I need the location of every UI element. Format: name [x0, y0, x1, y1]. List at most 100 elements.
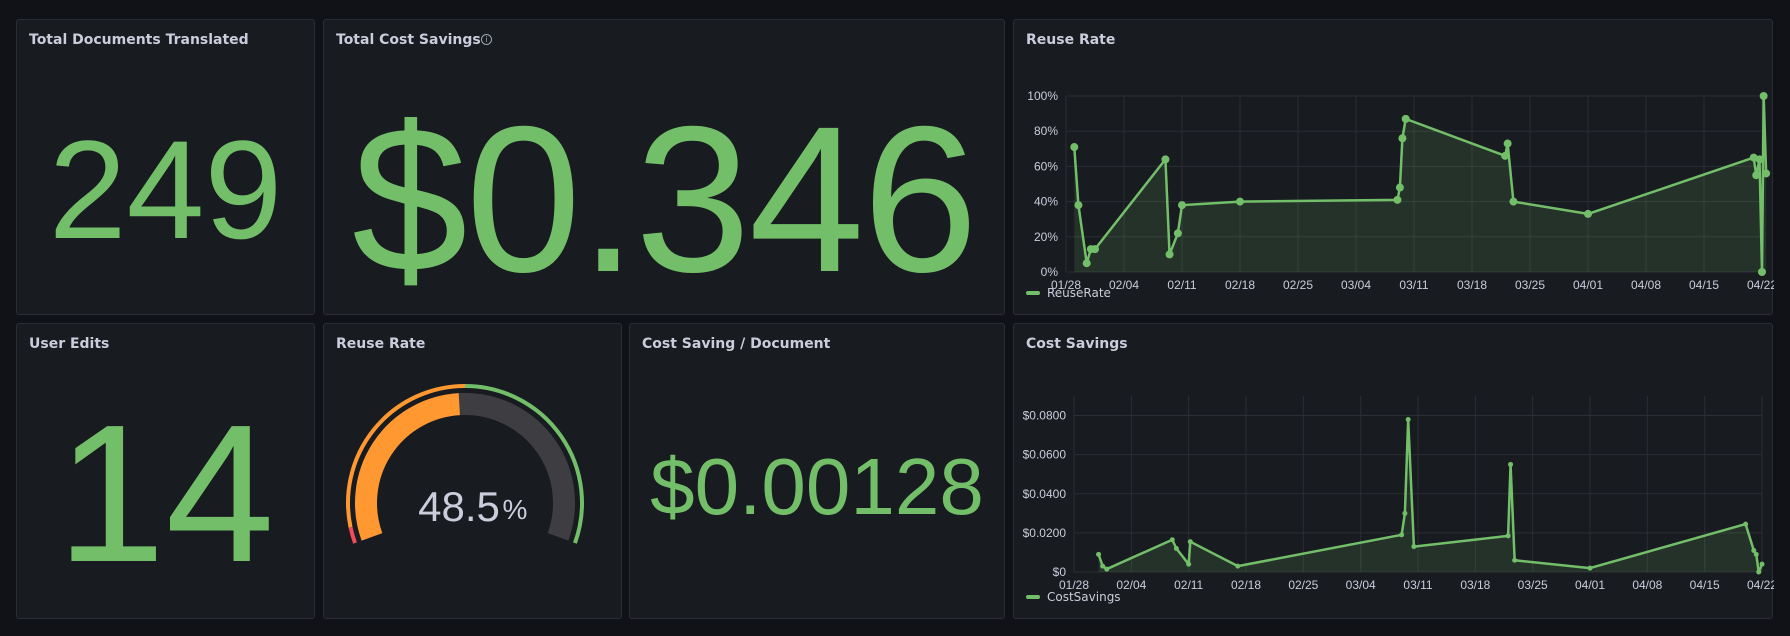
- x-tick-label: 04/01: [1573, 278, 1603, 292]
- data-point: [1169, 537, 1175, 543]
- panel-title: Total Cost Savings: [336, 32, 481, 48]
- y-tick-label: $0: [1053, 565, 1067, 579]
- x-tick-label: 03/25: [1518, 578, 1548, 592]
- data-point: [1402, 510, 1408, 516]
- x-tick-label: 04/01: [1575, 578, 1605, 592]
- y-tick-label: $0.0400: [1023, 487, 1067, 501]
- y-tick-label: 20%: [1034, 230, 1058, 244]
- data-point: [1082, 259, 1091, 268]
- panel-title: Cost Saving / Document: [642, 336, 831, 352]
- data-point: [1401, 114, 1410, 123]
- cost-per-document-value: $0.00128: [650, 442, 984, 531]
- x-tick-label: 02/04: [1109, 278, 1139, 292]
- y-tick-label: $0.0200: [1023, 526, 1067, 540]
- data-point: [1236, 197, 1244, 206]
- data-point: [1091, 245, 1099, 254]
- x-tick-label: 03/25: [1515, 278, 1545, 292]
- x-tick-label: 04/22: [1747, 578, 1774, 592]
- x-tick-label: 04/15: [1690, 578, 1720, 592]
- data-point: [1755, 155, 1764, 164]
- total-cost-savings-panel: Total Cost Savings i $0.346: [323, 19, 1005, 315]
- data-point: [1165, 250, 1174, 259]
- data-point: [1508, 461, 1514, 467]
- info-icon[interactable]: i: [481, 34, 492, 45]
- chart-legend[interactable]: ReuseRate: [1026, 286, 1111, 300]
- data-point: [1398, 134, 1407, 143]
- data-point: [1100, 563, 1106, 569]
- x-tick-label: 02/11: [1174, 578, 1203, 592]
- data-point: [1509, 197, 1518, 206]
- gauge-value: 48.5: [418, 483, 500, 530]
- data-point: [1759, 561, 1765, 567]
- x-tick-label: 03/18: [1457, 278, 1487, 292]
- total-cost-savings-value: $0.346: [351, 84, 978, 316]
- data-point: [1505, 533, 1511, 539]
- x-tick-label: 04/15: [1689, 278, 1719, 292]
- data-point: [1759, 92, 1768, 100]
- data-point: [1074, 201, 1083, 210]
- legend-swatch: [1026, 291, 1040, 295]
- reuse-rate-chart-panel: Reuse Rate 0% 20% 40% 60% 80% 100% 01/28 02/04 0…: [1013, 19, 1774, 315]
- data-point: [1399, 532, 1405, 538]
- legend-swatch: [1026, 595, 1040, 599]
- y-tick-label: 40%: [1034, 195, 1058, 209]
- panel-title: Total Documents Translated: [29, 32, 249, 48]
- total-documents-value: 249: [48, 111, 283, 268]
- data-point: [1751, 547, 1757, 553]
- legend-label: CostSavings: [1047, 590, 1121, 604]
- panel-title: Reuse Rate: [336, 336, 426, 352]
- x-tick-label: 02/25: [1283, 278, 1313, 292]
- y-tick-label: 80%: [1034, 124, 1058, 138]
- data-point: [1503, 139, 1512, 148]
- data-point: [1405, 416, 1411, 422]
- data-point: [1758, 268, 1766, 276]
- x-tick-label: 03/04: [1346, 578, 1376, 592]
- threshold-red: [348, 526, 357, 544]
- gauge-value-arc: [355, 393, 461, 541]
- gauge-unit: %: [503, 494, 528, 525]
- reuse-rate-gauge: 48.5%: [346, 384, 584, 544]
- user-edits-panel: User Edits 14: [16, 323, 315, 619]
- reuse-rate-chart: 0% 20% 40% 60% 80% 100% 01/28 02/04 02/11 02/18 02…: [1027, 89, 1774, 292]
- data-point: [1411, 544, 1417, 550]
- x-tick-label: 02/25: [1288, 578, 1318, 592]
- threshold-orange: [346, 384, 466, 528]
- chart-legend[interactable]: CostSavings: [1026, 590, 1121, 604]
- legend-label: ReuseRate: [1047, 286, 1111, 300]
- data-point: [1187, 539, 1193, 545]
- data-point: [1395, 183, 1404, 192]
- data-point: [1587, 565, 1593, 571]
- data-point: [1173, 229, 1182, 238]
- y-tick-label: $0.0600: [1023, 448, 1067, 462]
- x-tick-label: 04/08: [1632, 578, 1662, 592]
- data-point: [1756, 569, 1762, 575]
- y-tick-label: 0%: [1041, 265, 1059, 279]
- data-point: [1393, 195, 1402, 204]
- data-point: [1186, 561, 1192, 567]
- data-point: [1104, 566, 1110, 572]
- threshold-green: [464, 384, 584, 544]
- x-tick-label: 02/11: [1167, 278, 1196, 292]
- x-tick-label: 01/28: [1051, 278, 1081, 292]
- x-tick-label: 03/04: [1341, 278, 1371, 292]
- x-tick-label: 04/08: [1631, 278, 1661, 292]
- data-point: [1161, 155, 1170, 164]
- data-point: [1501, 151, 1510, 160]
- user-edits-value: 14: [56, 384, 275, 603]
- total-documents-panel: Total Documents Translated 249: [16, 19, 315, 315]
- x-tick-label: 03/18: [1460, 578, 1490, 592]
- y-tick-label: $0.0800: [1023, 409, 1067, 423]
- data-point: [1096, 551, 1102, 557]
- data-point: [1584, 209, 1592, 218]
- cost-savings-chart: $0 $0.0200 $0.0400 $0.0600 $0.0800 01/28 02/04…: [1023, 396, 1774, 592]
- x-tick-label: 03/11: [1403, 578, 1432, 592]
- data-point: [1752, 171, 1761, 180]
- data-point: [1173, 546, 1179, 552]
- x-tick-label: 02/18: [1225, 278, 1255, 292]
- series-area: [1098, 419, 1762, 572]
- data-point: [1743, 521, 1749, 527]
- data-point: [1070, 143, 1079, 152]
- data-point: [1762, 169, 1771, 178]
- y-tick-label: 60%: [1034, 159, 1058, 173]
- x-tick-label: 04/22: [1747, 278, 1774, 292]
